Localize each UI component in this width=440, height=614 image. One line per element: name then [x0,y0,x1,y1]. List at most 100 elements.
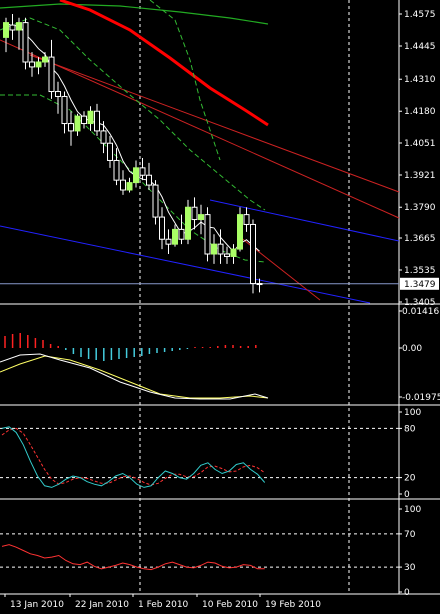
rsi-tick-label: 100 [404,505,421,515]
price-tick-label: 1.4310 [404,75,436,85]
candle-body [243,214,250,225]
candle [256,278,263,293]
candle [55,81,61,114]
candle-body [198,214,204,221]
stoch-tick-label: 100 [404,408,421,418]
time-tick-label: 13 Jan 2010 [10,600,64,610]
bollinger-upper [0,17,266,211]
candle-body [68,123,74,132]
candle [81,111,87,129]
trend-line-blue [209,199,400,242]
stoch-tick-label: 80 [404,424,416,434]
candle [250,219,256,294]
macd-tick-label: -0.01975 [402,393,440,403]
candle [74,113,81,136]
candle-body [133,167,139,184]
candle [191,197,198,230]
candle-body [22,22,29,63]
candle-body [159,216,165,240]
candle-body [74,115,81,132]
bollinger-outer [149,0,221,161]
current-price-label: 1.3479 [404,280,436,290]
candle-body [204,214,211,255]
candle-body [178,228,185,240]
candle [133,160,139,188]
candle-body [217,243,224,255]
candle [165,229,172,254]
candle [42,52,48,67]
candle [146,162,152,190]
price-tick-label: 1.4051 [404,139,436,149]
candle-body [3,22,9,38]
candle [22,17,29,70]
macd-signal-line [0,355,269,399]
candle [152,180,159,225]
rsi-line [1,544,265,571]
candle-body [113,159,120,181]
price-tick-label: 1.4575 [404,10,436,20]
rsi-tick-label: 30 [404,563,416,573]
candle-body [61,95,68,125]
candle-body [256,283,263,286]
macd-panel [0,333,269,400]
candle-body [87,110,94,125]
rsi-tick-label: 0 [404,588,410,598]
candle-body [224,253,230,257]
candle [224,246,230,264]
macd-tick-label: 0.01416 [402,307,439,317]
price-tick-label: 1.4445 [404,42,436,52]
candle [107,135,113,168]
candle-body [185,206,191,240]
candle [94,103,100,136]
price-tick-label: 1.3535 [404,266,436,276]
candle [126,177,133,193]
current-price-marker [400,277,439,290]
stochastic-panel [0,426,399,488]
candle-body [16,22,22,31]
candle [217,229,224,264]
candle [139,158,146,181]
candle-body [120,179,126,191]
candle [185,199,191,245]
candle-body [42,56,48,63]
candle-body [55,91,61,97]
stoch-tick-label: 0 [404,490,410,500]
price-tick-label: 1.3665 [404,234,436,244]
candle-body [9,24,16,31]
candle-body [237,214,243,250]
candle-body [29,61,35,68]
moving-average-white [5,22,260,253]
rsi-panel [0,533,399,571]
candle-body [152,184,159,218]
time-tick-label: 10 Feb 2010 [202,600,258,610]
candle [198,204,204,235]
price-panel [0,0,400,304]
candle [120,170,126,195]
candle [204,207,211,262]
price-tick-label: 1.3790 [404,203,436,213]
price-tick-label: 1.4180 [404,107,436,117]
candle-body [139,167,146,176]
candle [172,224,178,247]
candle [100,121,107,154]
moving-average-red [59,0,269,127]
candle-body [35,61,42,68]
price-tick-label: 1.3405 [404,298,436,308]
candle [48,39,55,99]
trend-line-red [0,39,400,219]
candle-body [172,228,178,245]
candle-body [48,56,55,93]
chart-grid [0,0,440,595]
macd-tick-label: 0.00 [402,344,422,354]
candle-body [191,206,198,221]
candle-body [165,238,172,245]
stoch-tick-label: 20 [404,474,416,484]
candle [29,52,35,77]
axes-labels: 1.4575 1.4445 1.4310 1.4180 1.4051 1.3921 1.37… [4,10,440,610]
candle [211,234,217,264]
candle [237,207,243,252]
trend-line-blue [0,225,371,304]
candle-body [211,243,217,255]
trend-line-red [29,54,400,193]
